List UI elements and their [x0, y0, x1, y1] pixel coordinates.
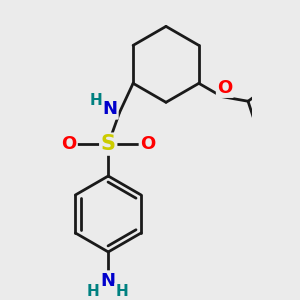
Text: N: N: [101, 272, 116, 290]
Text: H: H: [116, 284, 128, 299]
Text: O: O: [61, 135, 76, 153]
Text: S: S: [101, 134, 116, 154]
Text: N: N: [102, 100, 117, 118]
Text: O: O: [140, 135, 155, 153]
Text: H: H: [90, 93, 103, 108]
Text: O: O: [217, 79, 232, 97]
Text: H: H: [87, 284, 99, 299]
